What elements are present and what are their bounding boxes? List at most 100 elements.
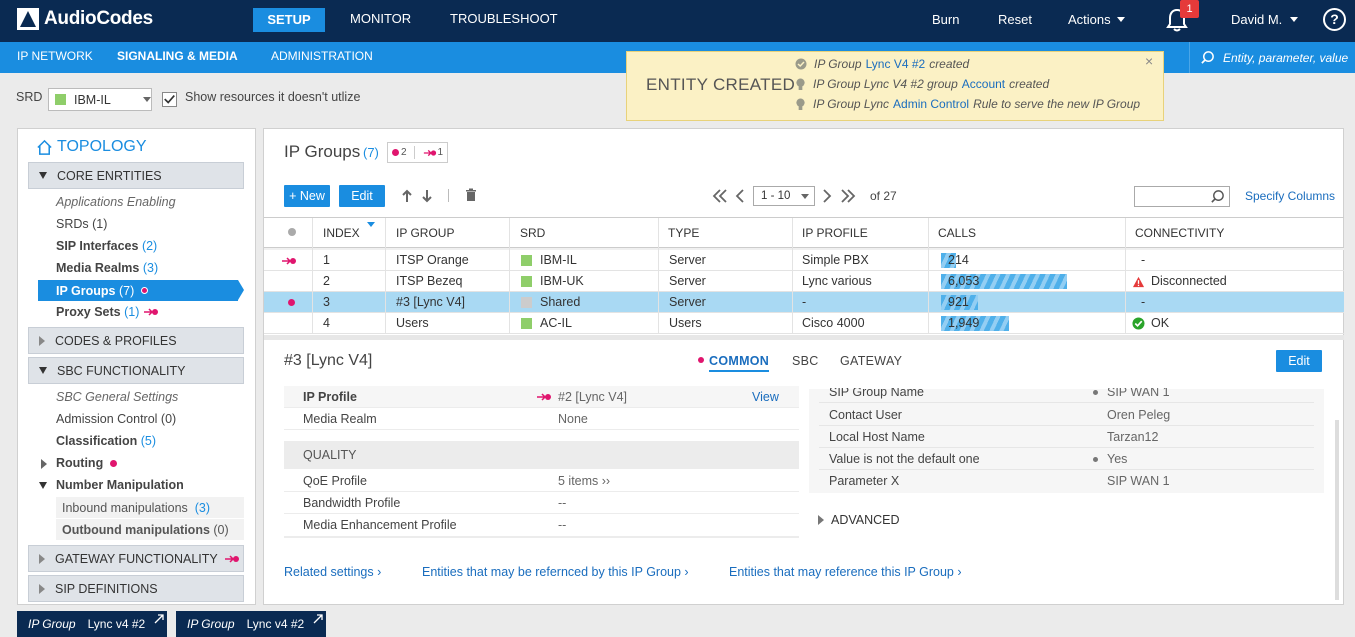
section-sbc-functionality[interactable]: SBC FUNCTIONALITY bbox=[28, 357, 244, 384]
trash-icon[interactable] bbox=[465, 188, 477, 202]
referencing-entities-link[interactable]: Entities that may reference this IP Grou… bbox=[729, 565, 962, 579]
tab-ip-network[interactable]: IP NETWORK bbox=[17, 49, 93, 63]
sidebar-item-routing[interactable]: Routing bbox=[56, 456, 118, 470]
expand-icon[interactable] bbox=[41, 459, 57, 469]
tab-sbc[interactable]: SBC bbox=[792, 354, 819, 368]
sidebar-item-outbound-manipulations[interactable]: Outbound manipulations (0) bbox=[56, 519, 244, 540]
column-divider bbox=[385, 218, 386, 334]
tab-gateway[interactable]: GATEWAY bbox=[840, 354, 903, 368]
section-sip-definitions[interactable]: SIP DEFINITIONS bbox=[28, 575, 244, 602]
section-gateway-functionality[interactable]: GATEWAY FUNCTIONALITY bbox=[28, 545, 244, 572]
sidebar-item-count: (0) bbox=[160, 412, 177, 426]
help-button[interactable]: ? bbox=[1323, 8, 1346, 31]
sort-desc-icon[interactable] bbox=[367, 222, 375, 227]
cell-calls: 1,949 bbox=[941, 313, 1009, 334]
detail-splitter[interactable] bbox=[264, 335, 1344, 340]
search-icon[interactable] bbox=[1210, 189, 1225, 204]
collapse-icon[interactable] bbox=[39, 482, 57, 489]
move-down-icon[interactable] bbox=[421, 189, 433, 203]
link-arrow-icon bbox=[282, 257, 296, 265]
related-settings-link[interactable]: Related settings › bbox=[284, 565, 381, 579]
popout-icon[interactable] bbox=[154, 614, 164, 624]
tab-common[interactable]: COMMON bbox=[709, 354, 770, 372]
tab-setup[interactable]: SETUP bbox=[253, 8, 325, 32]
tab-monitor[interactable]: MONITOR bbox=[350, 11, 412, 26]
property-value: #2 [Lync V4] bbox=[558, 390, 628, 404]
dock-tab-type: IP Group bbox=[28, 617, 76, 631]
sidebar-item-label: Proxy Sets bbox=[56, 305, 121, 319]
sidebar-item-admission-control[interactable]: Admission Control (0) bbox=[56, 412, 176, 426]
table-row[interactable]: 2 ITSP Bezeq IBM-UK Server Lync various … bbox=[264, 271, 1344, 292]
popout-icon[interactable] bbox=[313, 614, 323, 624]
srd-color-swatch bbox=[521, 255, 532, 266]
srd-color-swatch bbox=[521, 297, 532, 308]
tab-signaling-media[interactable]: SIGNALING & MEDIA bbox=[117, 49, 238, 63]
next-page-icon[interactable] bbox=[822, 189, 832, 203]
actions-menu[interactable]: Actions bbox=[1068, 12, 1125, 27]
toast-link[interactable]: Lync V4 #2 bbox=[865, 57, 926, 71]
column-header-calls[interactable]: CALLS bbox=[938, 226, 977, 240]
column-header-ip-profile[interactable]: IP PROFILE bbox=[802, 226, 868, 240]
toast-link[interactable]: Admin Control bbox=[893, 97, 970, 111]
tab-administration[interactable]: ADMINISTRATION bbox=[271, 49, 373, 63]
edit-button[interactable]: Edit bbox=[339, 185, 385, 207]
table-search-input[interactable] bbox=[1134, 186, 1230, 207]
table-row[interactable]: 1 ITSP Orange IBM-IL Server Simple PBX 2… bbox=[264, 250, 1344, 271]
sidebar-item-sip-interfaces[interactable]: SIP Interfaces (2) bbox=[56, 239, 157, 253]
dock-tab[interactable]: IP Group Lync v4 #2 bbox=[17, 611, 167, 637]
page-size-select[interactable]: 1 - 10 bbox=[753, 186, 815, 206]
column-header-ip-group[interactable]: IP GROUP bbox=[396, 226, 455, 240]
toast-close-button[interactable]: × bbox=[1145, 53, 1154, 69]
burn-button[interactable]: Burn bbox=[932, 12, 960, 27]
last-page-icon[interactable] bbox=[840, 189, 856, 203]
section-label: SBC FUNCTIONALITY bbox=[57, 363, 186, 378]
calls-bar: 214 bbox=[941, 253, 969, 268]
detail-scrollbar[interactable] bbox=[1335, 420, 1339, 600]
sidebar-item-inbound-manipulations[interactable]: Inbound manipulations (3) bbox=[56, 497, 244, 518]
dock-tab[interactable]: IP Group Lync v4 #2 bbox=[176, 611, 326, 637]
section-core-entities[interactable]: CORE ENRTITIES bbox=[28, 162, 244, 189]
first-page-icon[interactable] bbox=[712, 189, 728, 203]
property-label: Parameter X bbox=[829, 474, 900, 488]
cell-srd: IBM-IL bbox=[521, 250, 577, 271]
move-up-icon[interactable] bbox=[401, 189, 413, 203]
referenced-entities-link[interactable]: Entities that may be refernced by this I… bbox=[422, 565, 689, 579]
tab-troubleshoot[interactable]: TROUBLESHOOT bbox=[450, 11, 558, 26]
section-codes-profiles[interactable]: CODES & PROFILES bbox=[28, 327, 244, 354]
srd-label: SRD bbox=[16, 90, 43, 104]
new-button[interactable]: + New bbox=[284, 185, 330, 207]
sidebar-item-classification[interactable]: Classification (5) bbox=[56, 434, 156, 448]
sidebar-item-srds[interactable]: SRDs (1) bbox=[56, 217, 107, 231]
reset-button[interactable]: Reset bbox=[998, 12, 1032, 27]
link-arrow-icon bbox=[224, 554, 239, 563]
srd-select[interactable]: IBM-IL bbox=[48, 88, 152, 111]
column-header-index[interactable]: INDEX bbox=[323, 226, 360, 240]
view-link[interactable]: View bbox=[752, 390, 779, 404]
logo[interactable]: AudioCodes bbox=[16, 7, 153, 31]
qoe-items-link[interactable]: 5 items ›› bbox=[558, 474, 611, 488]
link-arrow-icon bbox=[424, 149, 437, 156]
quality-section-header[interactable]: QUALITY bbox=[284, 441, 799, 469]
srd-color-swatch bbox=[521, 276, 532, 287]
sidebar-item-applications-enabling[interactable]: Applications Enabling bbox=[56, 195, 176, 209]
column-header-srd[interactable]: SRD bbox=[520, 226, 546, 240]
sidebar-item-number-manipulation[interactable]: Number Manipulation bbox=[56, 478, 184, 492]
user-menu[interactable]: David M. bbox=[1231, 12, 1299, 27]
toast-link[interactable]: Account bbox=[961, 77, 1006, 91]
global-search[interactable]: Entity, parameter, value bbox=[1189, 42, 1355, 73]
prev-page-icon[interactable] bbox=[735, 189, 745, 203]
sidebar-item-media-realms[interactable]: Media Realms (3) bbox=[56, 261, 158, 275]
status-pill[interactable]: 2 1 bbox=[387, 142, 448, 163]
table-row-selected[interactable]: 3 #3 [Lync V4] Shared Server - 921 - bbox=[264, 292, 1344, 313]
column-header-connectivity[interactable]: CONNECTIVITY bbox=[1135, 226, 1225, 240]
detail-edit-button[interactable]: Edit bbox=[1276, 350, 1322, 372]
sidebar-item-proxy-sets[interactable]: Proxy Sets (1) bbox=[56, 305, 159, 319]
advanced-toggle[interactable]: ADVANCED bbox=[818, 513, 900, 527]
sidebar-item-sbc-general[interactable]: SBC General Settings bbox=[56, 390, 178, 404]
column-header-type[interactable]: TYPE bbox=[668, 226, 700, 240]
specify-columns-link[interactable]: Specify Columns bbox=[1245, 189, 1336, 203]
link-arrow-icon bbox=[144, 308, 159, 316]
sidebar-item-ip-groups[interactable]: IP Groups (7) bbox=[38, 280, 244, 301]
table-row[interactable]: 4 Users AC-IL Users Cisco 4000 1,949 OK bbox=[264, 313, 1344, 334]
show-resources-checkbox[interactable] bbox=[162, 92, 177, 107]
